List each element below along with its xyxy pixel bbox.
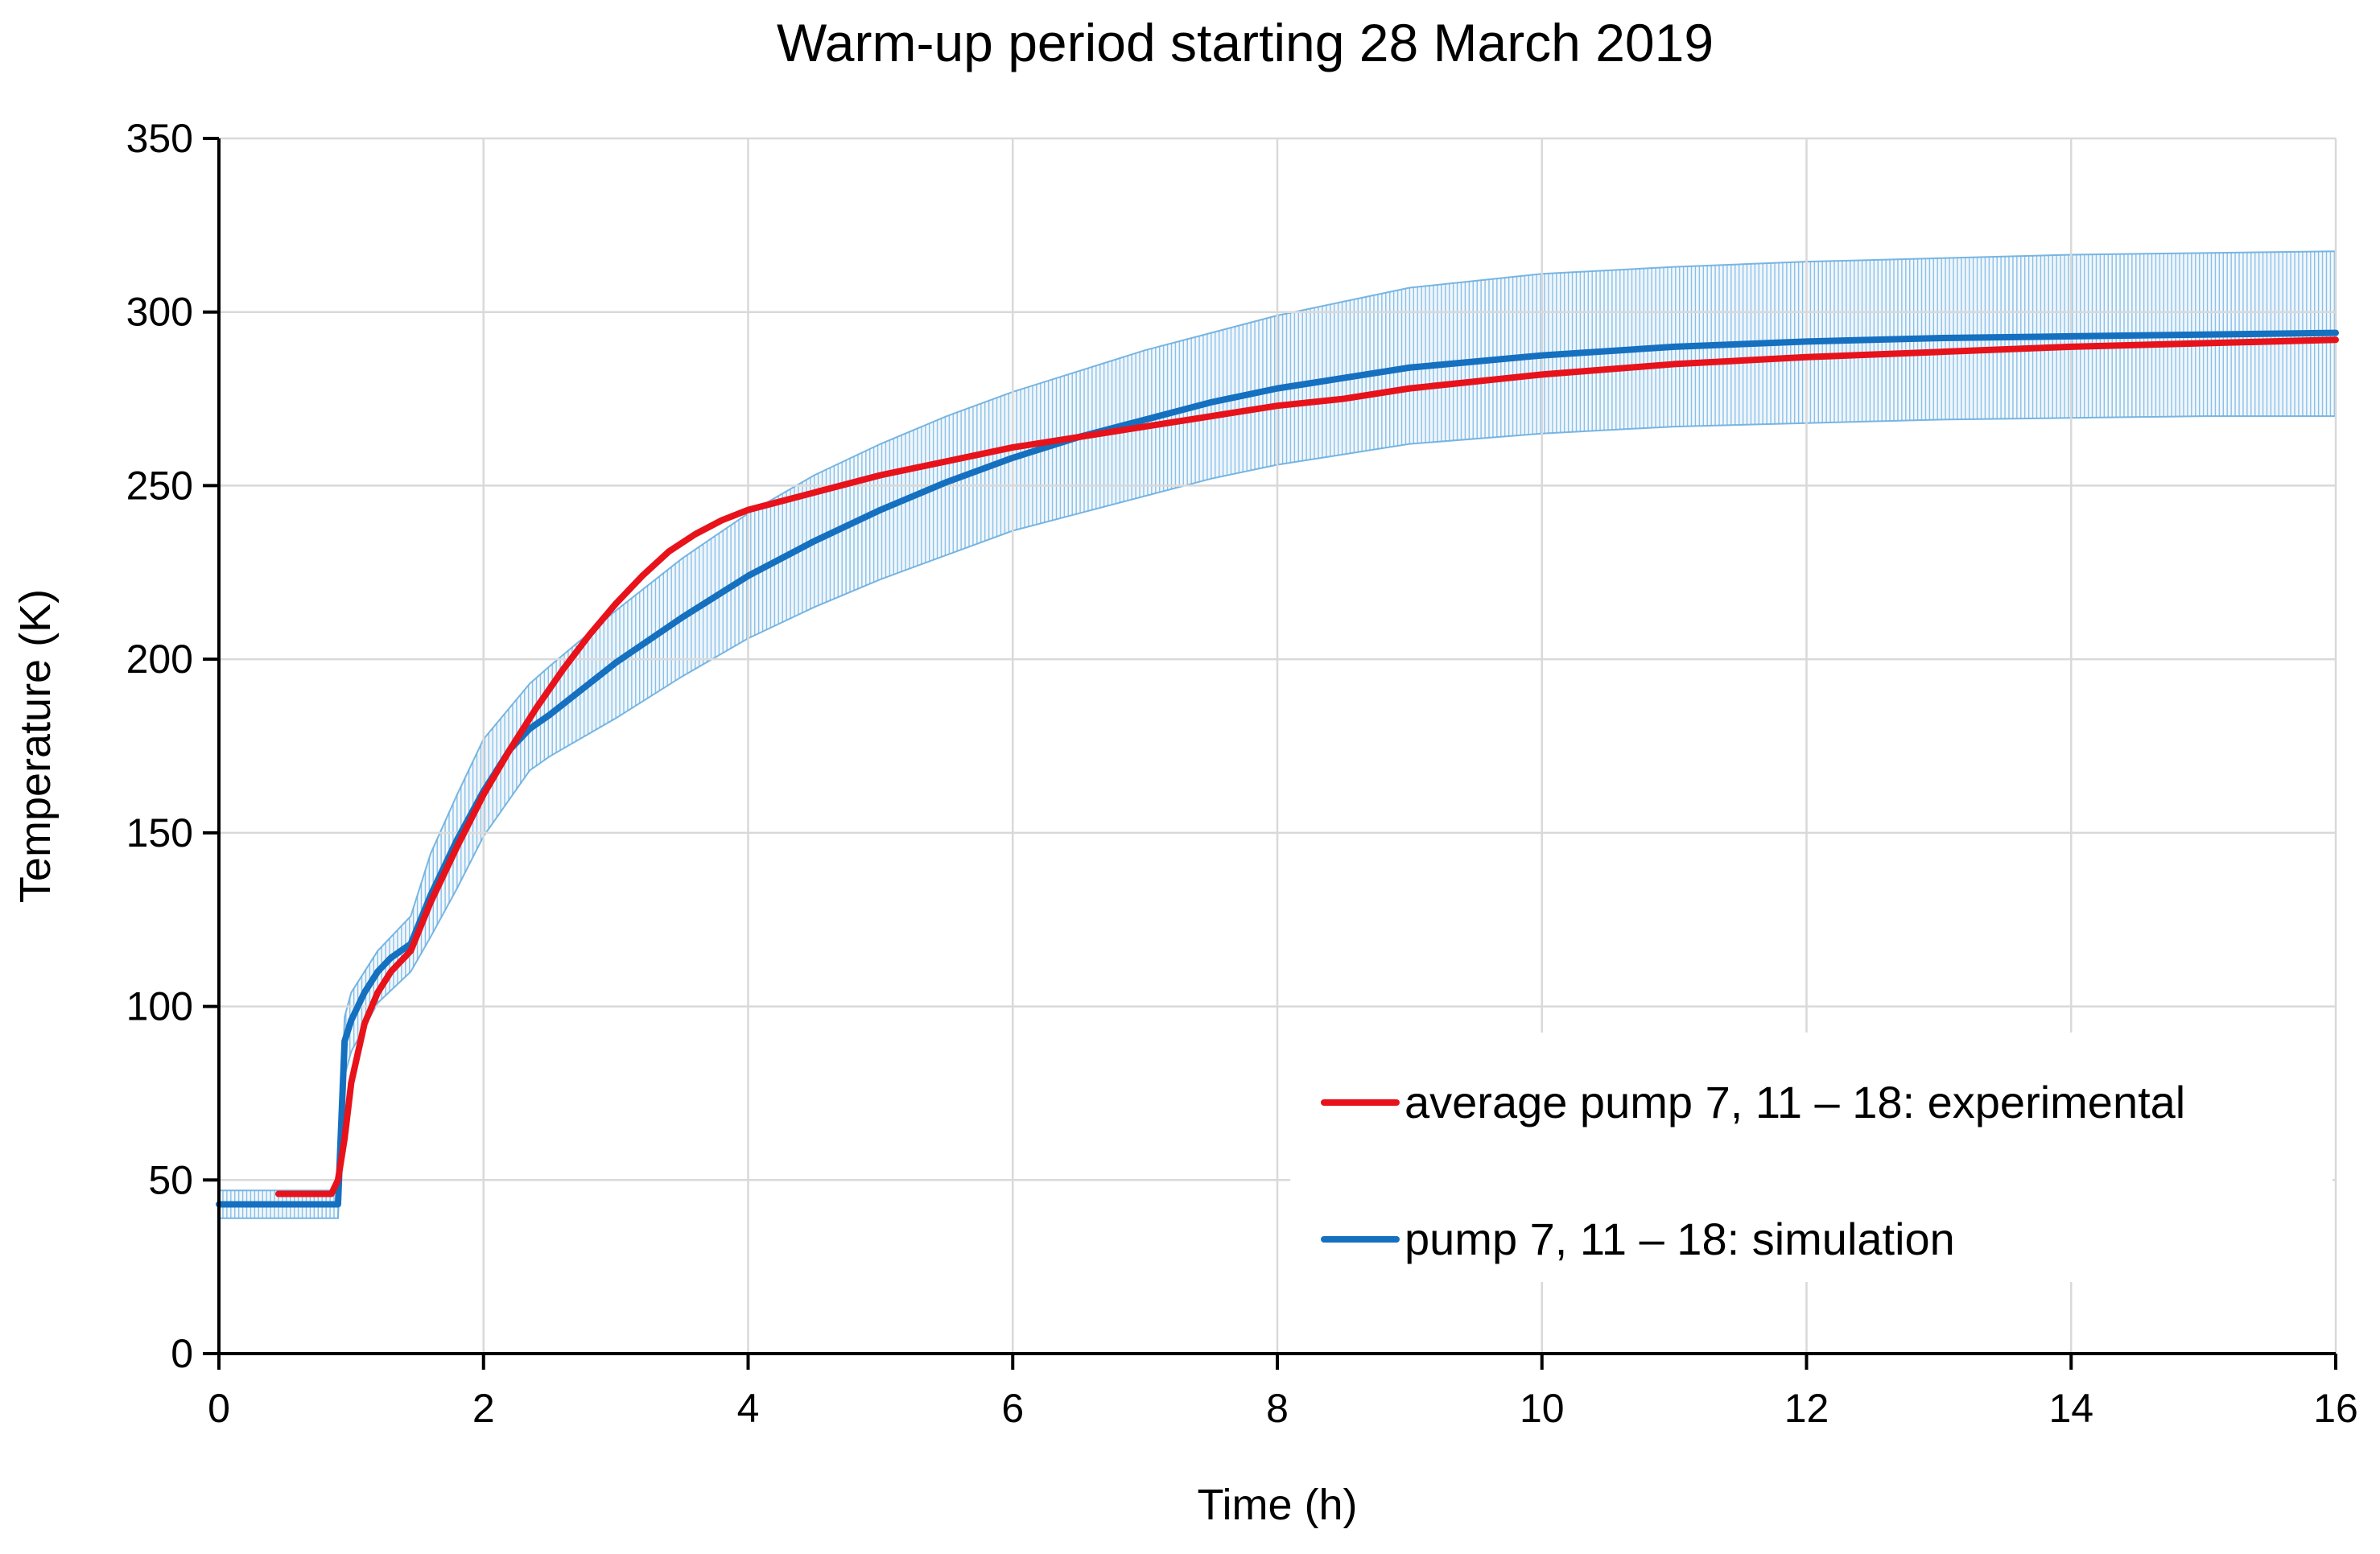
series-layer xyxy=(216,329,2339,1208)
grid-layer xyxy=(219,137,2337,1354)
y-tick-label: 150 xyxy=(126,810,193,855)
legend-label: average pump 7, 11 – 18: experimental xyxy=(1404,1077,2185,1127)
y-tick-label: 0 xyxy=(171,1331,193,1376)
y-tick-label: 200 xyxy=(126,637,193,682)
legend-item-simulation: pump 7, 11 – 18: simulation xyxy=(1321,1214,1955,1264)
x-tick-label: 10 xyxy=(1520,1386,1565,1431)
y-tick-label: 300 xyxy=(126,290,193,335)
y-tick-label: 250 xyxy=(126,463,193,508)
series-line-experimental xyxy=(274,336,2339,1197)
series-line-simulation xyxy=(216,329,2339,1208)
uncertainty-band-upper xyxy=(219,250,2337,1192)
x-axis-title: Time (h) xyxy=(1198,1481,1358,1529)
text-layer: 0 50 100 150 200 250 300 350 0 2 4 6 8 10 12 14 16 Warm-u… xyxy=(11,13,2358,1529)
legend: average pump 7, 11 – 18: experimental pum… xyxy=(1290,1033,2333,1282)
x-tick-label: 6 xyxy=(1001,1386,1024,1431)
x-tick-label: 2 xyxy=(472,1386,495,1431)
x-tick-label: 0 xyxy=(208,1386,230,1431)
chart-title: Warm-up period starting 28 March 2019 xyxy=(777,13,1714,72)
x-tick-label: 14 xyxy=(2048,1386,2093,1431)
y-tick-label: 100 xyxy=(126,984,193,1029)
x-tick-label: 8 xyxy=(1266,1386,1289,1431)
axes-layer xyxy=(203,137,2337,1370)
uncertainty-band-lower xyxy=(219,415,2336,1219)
x-tick-label: 16 xyxy=(2313,1386,2358,1431)
y-axis-title: Temperature (K) xyxy=(11,589,60,903)
legend-item-experimental: average pump 7, 11 – 18: experimental xyxy=(1321,1077,2185,1127)
y-tick-label: 50 xyxy=(148,1157,193,1202)
y-tick-label: 350 xyxy=(126,116,193,161)
legend-background xyxy=(1290,1033,2333,1282)
x-tick-label: 12 xyxy=(1784,1386,1829,1431)
legend-label: pump 7, 11 – 18: simulation xyxy=(1404,1214,1955,1264)
x-tick-label: 4 xyxy=(737,1386,760,1431)
